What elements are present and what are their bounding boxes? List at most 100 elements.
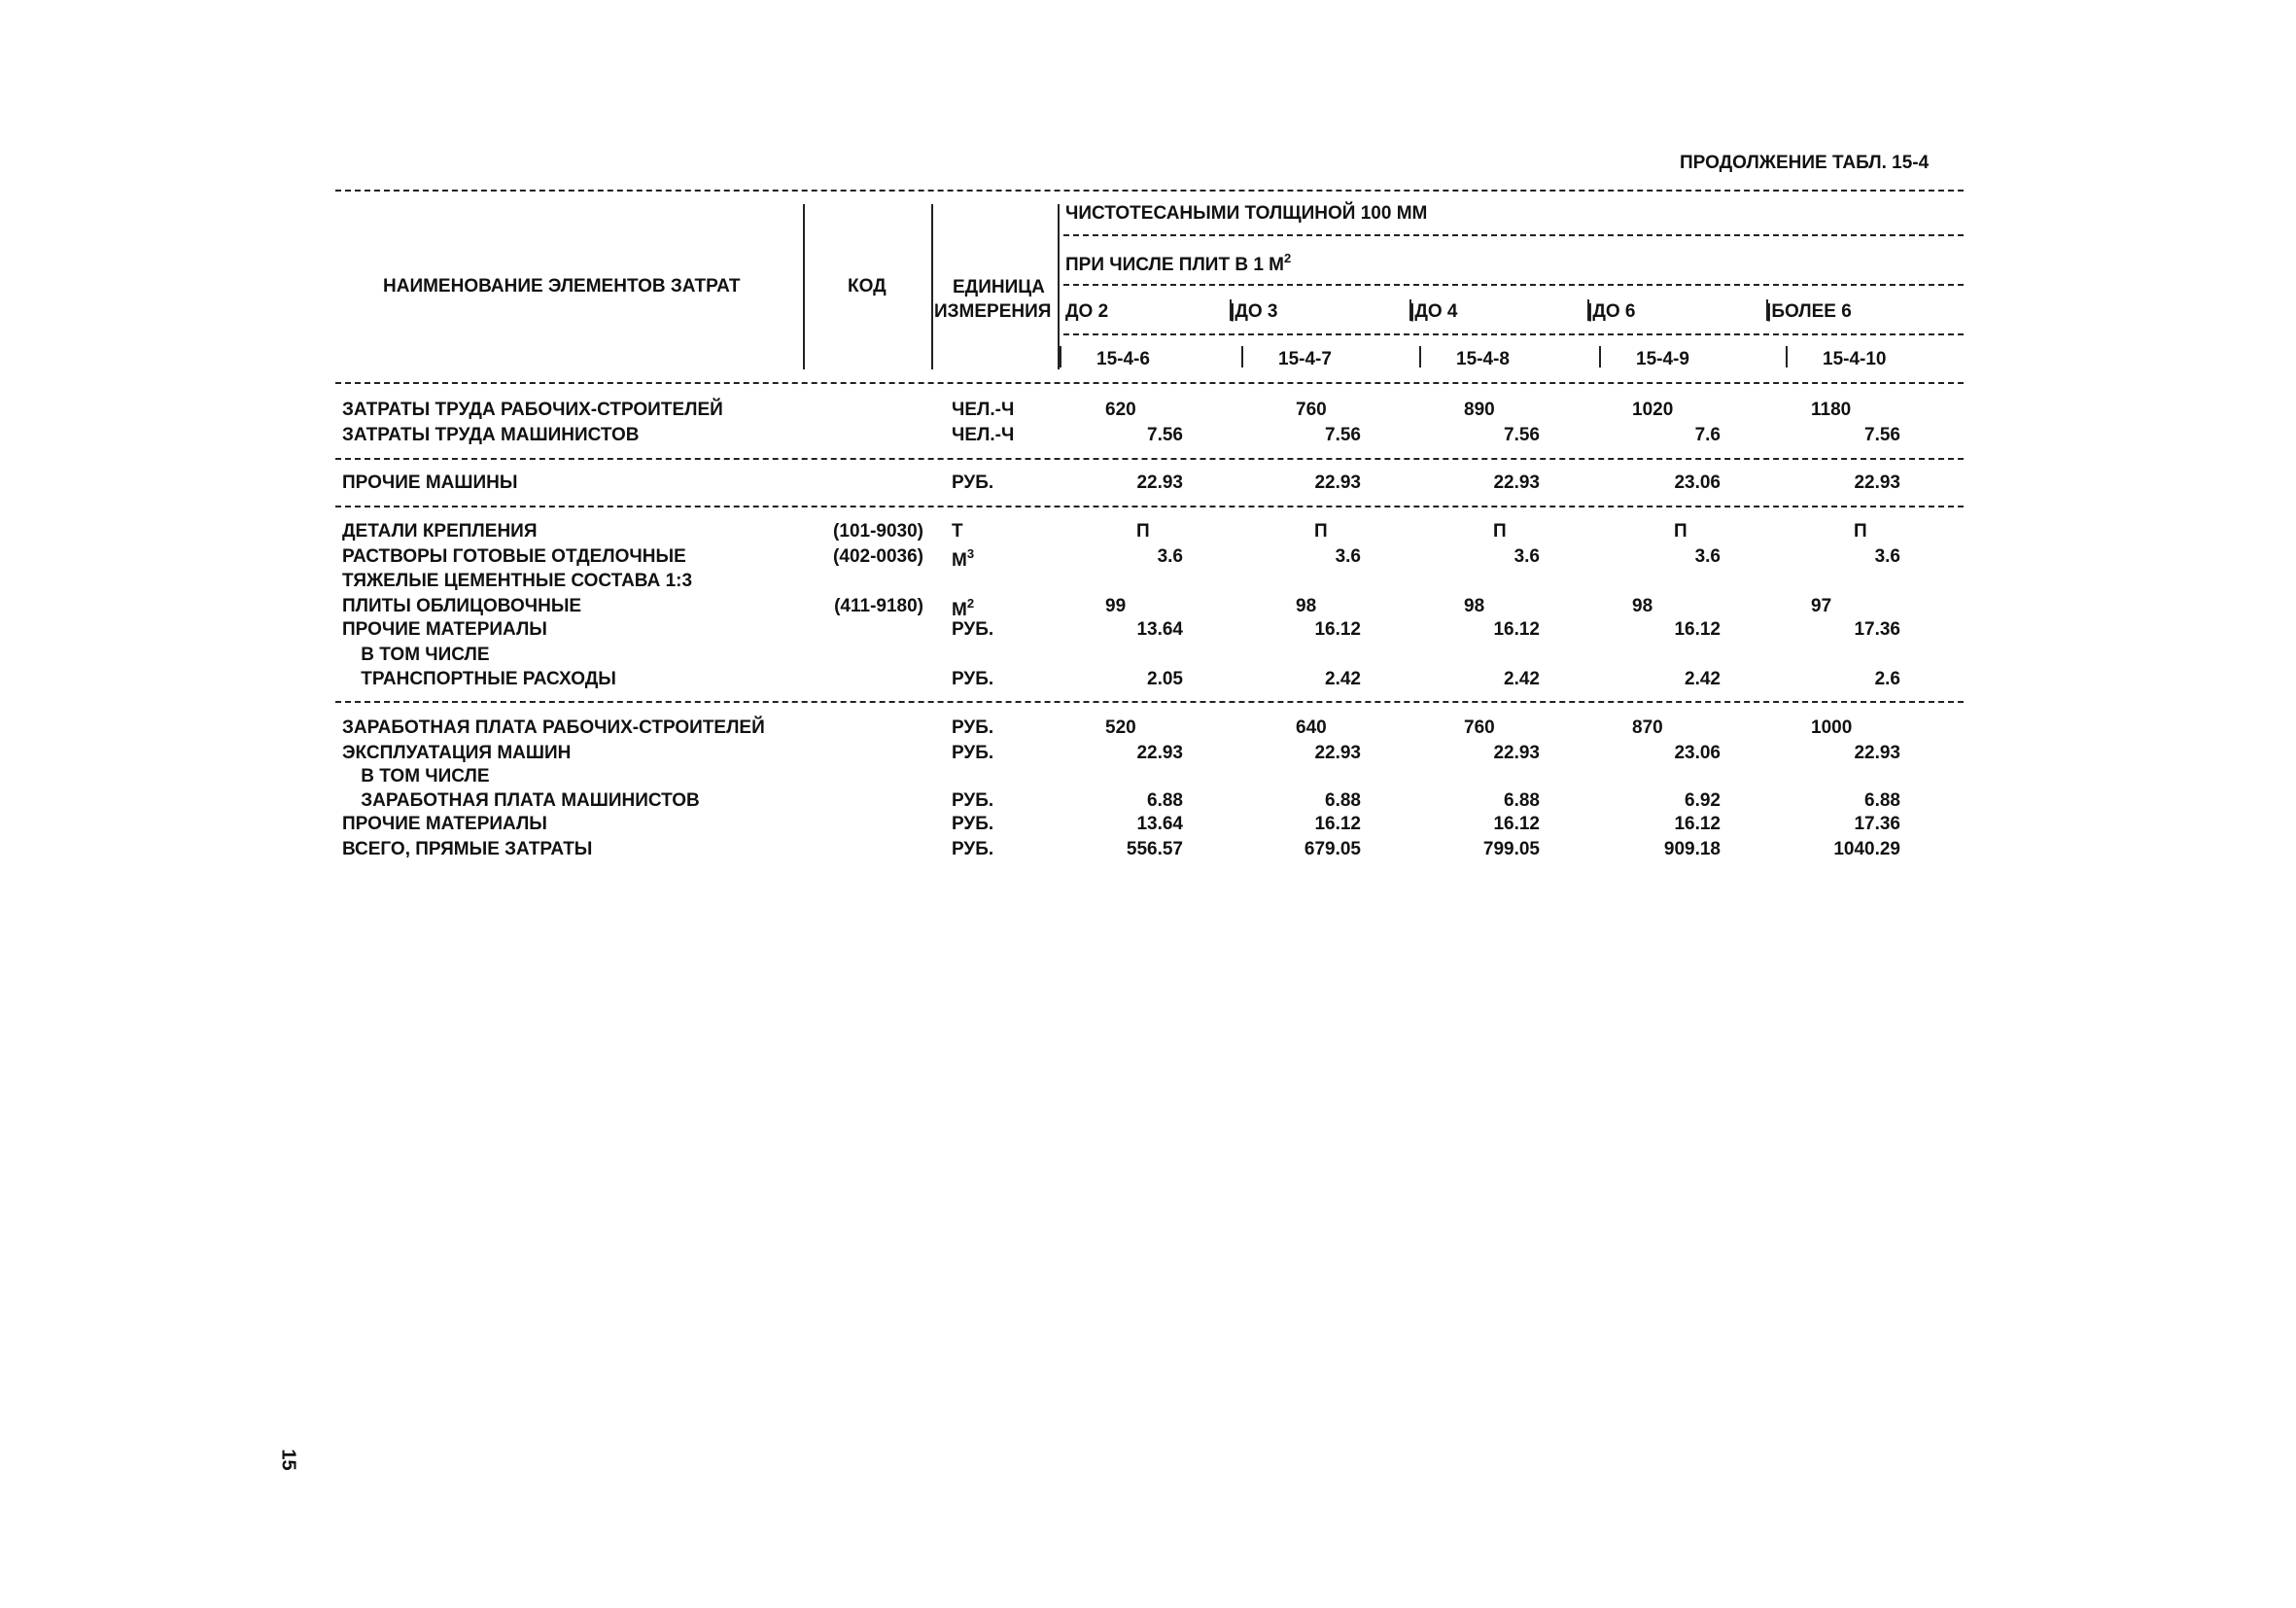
row-name: ПРОЧИЕ МАТЕРИАЛЫ [342,814,547,834]
row-unit: РУБ. [952,620,993,639]
unit-text: ЧЕЛ.-Ч [952,425,1015,445]
header-group-title: ЧИСТОТЕСАНЫМИ ТОЛЩИНОЙ 100 ММ [1065,203,1428,224]
cell-value: 1000 [1811,717,1853,738]
section-rule-2 [335,506,1964,507]
range-divider [1409,299,1411,321]
header-rule-2 [1063,284,1964,286]
cell-value: 13.64 [1136,619,1183,640]
row-unit: РУБ. [952,840,993,858]
cell-value: 6.92 [1685,790,1721,811]
cell-value: 22.93 [1854,743,1900,763]
row-name: ТЯЖЕЛЫЕ ЦЕМЕНТНЫЕ СОСТАВА 1:3 [342,571,693,591]
subgroup-text: ПРИ ЧИСЛЕ ПЛИТ В 1 М [1065,255,1285,275]
cell-value: П [1136,521,1150,542]
row-name: ЗАТРАТЫ ТРУДА РАБОЧИХ-СТРОИТЕЛЕЙ [342,400,723,420]
cell-value: 890 [1464,400,1495,420]
cell-value: 13.64 [1136,814,1183,834]
data-column-divider [1058,204,1060,369]
cell-value: 1020 [1632,400,1674,420]
cell-value: П [1674,521,1687,542]
cell-value: 620 [1105,400,1136,420]
unit-text: М [952,550,967,571]
cell-value: 3.6 [1157,546,1183,567]
row-unit: РУБ. [952,718,993,737]
header-unit-line2: ИЗМЕРЕНИЯ [934,301,1052,322]
range-divider [1587,299,1589,321]
cell-value: 870 [1632,717,1663,738]
cell-value: 98 [1296,596,1317,616]
row-code: (411-9180) [834,596,923,616]
norm-code-header: 15-4-10 [1823,349,1887,369]
section-rule-3 [335,701,1964,703]
unit-text: РУБ. [952,472,994,493]
row-unit: РУБ. [952,815,993,833]
row-name: ПРОЧИЕ МАТЕРИАЛЫ [342,619,547,640]
cell-value: 3.6 [1874,546,1900,567]
cell-value: 17.36 [1854,619,1900,640]
row-code: (402-0036) [833,546,923,567]
cell-value: 23.06 [1674,472,1721,493]
table-top-rule [335,190,1964,192]
cell-value: 6.88 [1864,790,1900,811]
row-name: В ТОМ ЧИСЛЕ [356,766,490,787]
unit-text: РУБ. [952,669,994,689]
header-subgroup-title: ПРИ ЧИСЛЕ ПЛИТ В 1 М2 [1065,252,1291,274]
unit-text: РУБ. [952,717,994,738]
cell-value: 23.06 [1674,743,1721,763]
unit-sup: 3 [966,546,975,561]
cell-value: 17.36 [1854,814,1900,834]
row-name: ЗАРАБОТНАЯ ПЛАТА МАШИНИСТОВ [356,790,700,811]
row-unit: РУБ. [952,670,993,688]
cell-value: 799.05 [1482,839,1540,859]
header-unit-line1: ЕДИНИЦА [953,277,1045,297]
unit-text: М [952,600,967,620]
cell-value: 2.42 [1685,669,1721,689]
cell-value: 7.56 [1325,425,1361,445]
cell-value: 760 [1464,717,1495,738]
cell-value: 7.6 [1694,425,1721,445]
cell-value: 3.6 [1694,546,1721,567]
cell-value: 2.42 [1325,669,1361,689]
header-rule-1 [1063,234,1964,236]
cell-value: 6.88 [1504,790,1540,811]
section-rule-1 [335,458,1964,460]
cell-value: 22.93 [1493,743,1540,763]
unit-text: РУБ. [952,743,994,763]
row-unit: М3 [952,547,974,570]
range-header: ДО 2 [1065,301,1109,322]
cell-value: 3.6 [1335,546,1361,567]
norm-code-header: 15-4-7 [1278,349,1332,369]
row-name: ПЛИТЫ ОБЛИЦОВОЧНЫЕ [342,596,582,616]
row-name: В ТОМ ЧИСЛЕ [356,645,490,665]
cell-value: 760 [1296,400,1327,420]
range-divider [1230,299,1232,321]
row-name: РАСТВОРЫ ГОТОВЫЕ ОТДЕЛОЧНЫЕ [342,546,686,567]
header-name: НАИМЕНОВАНИЕ ЭЛЕМЕНТОВ ЗАТРАТ [383,276,741,297]
cell-value: 22.93 [1493,472,1540,493]
cell-value: 2.6 [1874,669,1900,689]
unit-text: Т [952,521,963,542]
norm-code-header: 15-4-8 [1456,349,1510,369]
cell-value: 556.57 [1126,839,1183,859]
row-name: ЗАРАБОТНАЯ ПЛАТА РАБОЧИХ-СТРОИТЕЛЕЙ [342,717,765,738]
row-unit: ЧЕЛ.-Ч [952,426,1014,444]
cell-value: 679.05 [1304,839,1361,859]
cell-value: П [1854,521,1867,542]
row-name: ПРОЧИЕ МАШИНЫ [342,472,518,493]
cell-value: 22.93 [1854,472,1900,493]
table-caption: ПРОДОЛЖЕНИЕ ТАБЛ. 15-4 [1680,153,1930,173]
cell-value: 640 [1296,717,1327,738]
subgroup-sup: 2 [1284,251,1292,265]
cell-value: 1180 [1811,400,1852,420]
unit-text: РУБ. [952,814,994,834]
cell-value: 7.56 [1504,425,1540,445]
range-header: |ДО 6 [1587,301,1636,322]
cell-value: 98 [1632,596,1653,616]
cell-value: 7.56 [1864,425,1900,445]
row-name: ЗАТРАТЫ ТРУДА МАШИНИСТОВ [342,425,640,445]
row-unit: РУБ. [952,473,993,492]
cell-value: П [1493,521,1507,542]
cell-value: 22.93 [1136,472,1183,493]
cell-value: 2.05 [1147,669,1183,689]
cell-value: 98 [1464,596,1485,616]
